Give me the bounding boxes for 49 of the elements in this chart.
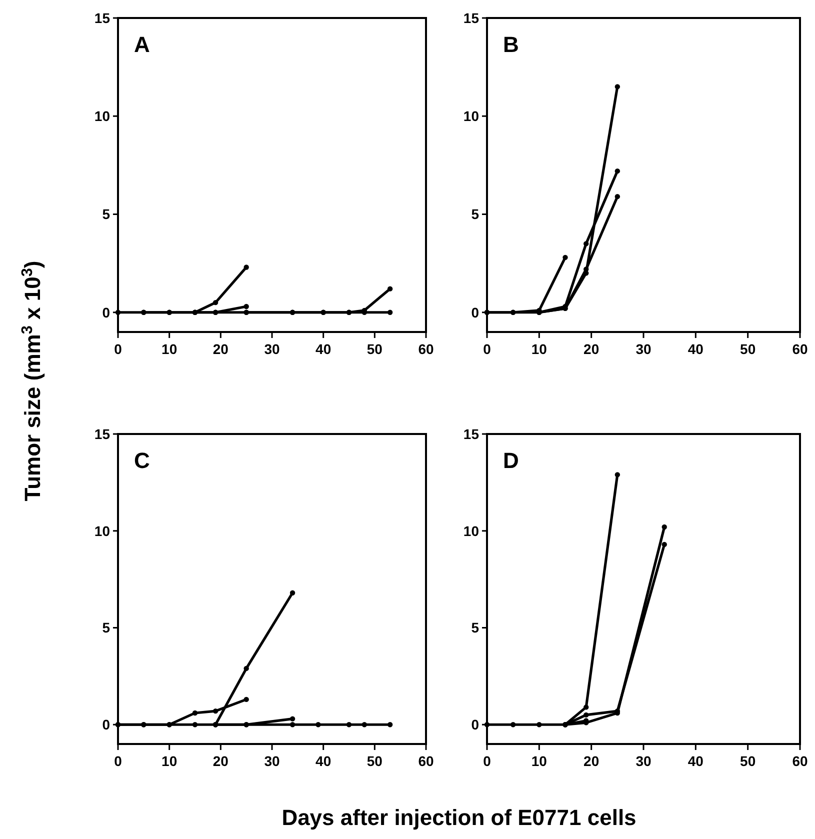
y-tick-label: 15 [463, 426, 480, 442]
x-tick-label: 60 [792, 753, 808, 769]
x-tick-label: 20 [212, 341, 229, 357]
text: C [134, 448, 150, 473]
y-tick-label: 15 [94, 10, 110, 26]
y-tick-label: 10 [94, 108, 110, 124]
x-tick-label: 30 [636, 341, 652, 357]
x-tick-label: 40 [316, 341, 332, 357]
x-tick-label: 40 [688, 341, 704, 357]
y-tick-label: 10 [94, 522, 110, 539]
x-tick-label: 60 [418, 753, 434, 769]
x-tick-label: 40 [688, 753, 704, 769]
x-tick-label: 50 [740, 341, 756, 357]
y-tick-label: 15 [94, 426, 110, 442]
y-tick-label: 0 [102, 716, 110, 733]
x-tick-label: 40 [316, 753, 332, 769]
y-tick-label: 5 [471, 620, 480, 636]
y-tick-label: 5 [471, 206, 480, 222]
x-tick-label: 20 [584, 753, 600, 769]
x-tick-label: 20 [212, 753, 229, 769]
y-tick-label: 10 [463, 522, 480, 539]
x-tick-label: 10 [162, 341, 178, 357]
x-tick-label: 0 [114, 341, 122, 357]
y-tick-label: 0 [471, 716, 480, 733]
x-tick-label: 0 [483, 341, 492, 357]
x-tick-label: 10 [531, 341, 548, 357]
text: B [503, 32, 519, 57]
y-tick-label: 15 [463, 10, 480, 26]
x-tick-label: 0 [483, 753, 492, 769]
x-tick-label: 20 [584, 341, 600, 357]
x-tick-label: 50 [740, 753, 756, 769]
x-tick-label: 60 [418, 341, 434, 357]
x-tick-label: 30 [264, 341, 280, 357]
y-tick-label: 0 [102, 304, 110, 320]
x-tick-label: 10 [531, 753, 548, 769]
x-tick-label: 0 [114, 753, 122, 769]
x-tick-label: 30 [636, 753, 652, 769]
text: A [134, 32, 150, 57]
x-tick-label: 60 [792, 341, 808, 357]
x-axis-title: Days after injection of E0771 cells [282, 805, 636, 830]
x-tick-label: 50 [366, 341, 383, 357]
text: D [503, 448, 519, 473]
y-tick-label: 5 [102, 620, 110, 636]
x-tick-label: 10 [162, 753, 178, 769]
x-tick-label: 50 [366, 753, 383, 769]
y-tick-label: 10 [463, 108, 480, 124]
x-tick-label: 30 [264, 753, 280, 769]
y-tick-label: 5 [102, 206, 110, 222]
y-tick-label: 0 [471, 304, 480, 320]
